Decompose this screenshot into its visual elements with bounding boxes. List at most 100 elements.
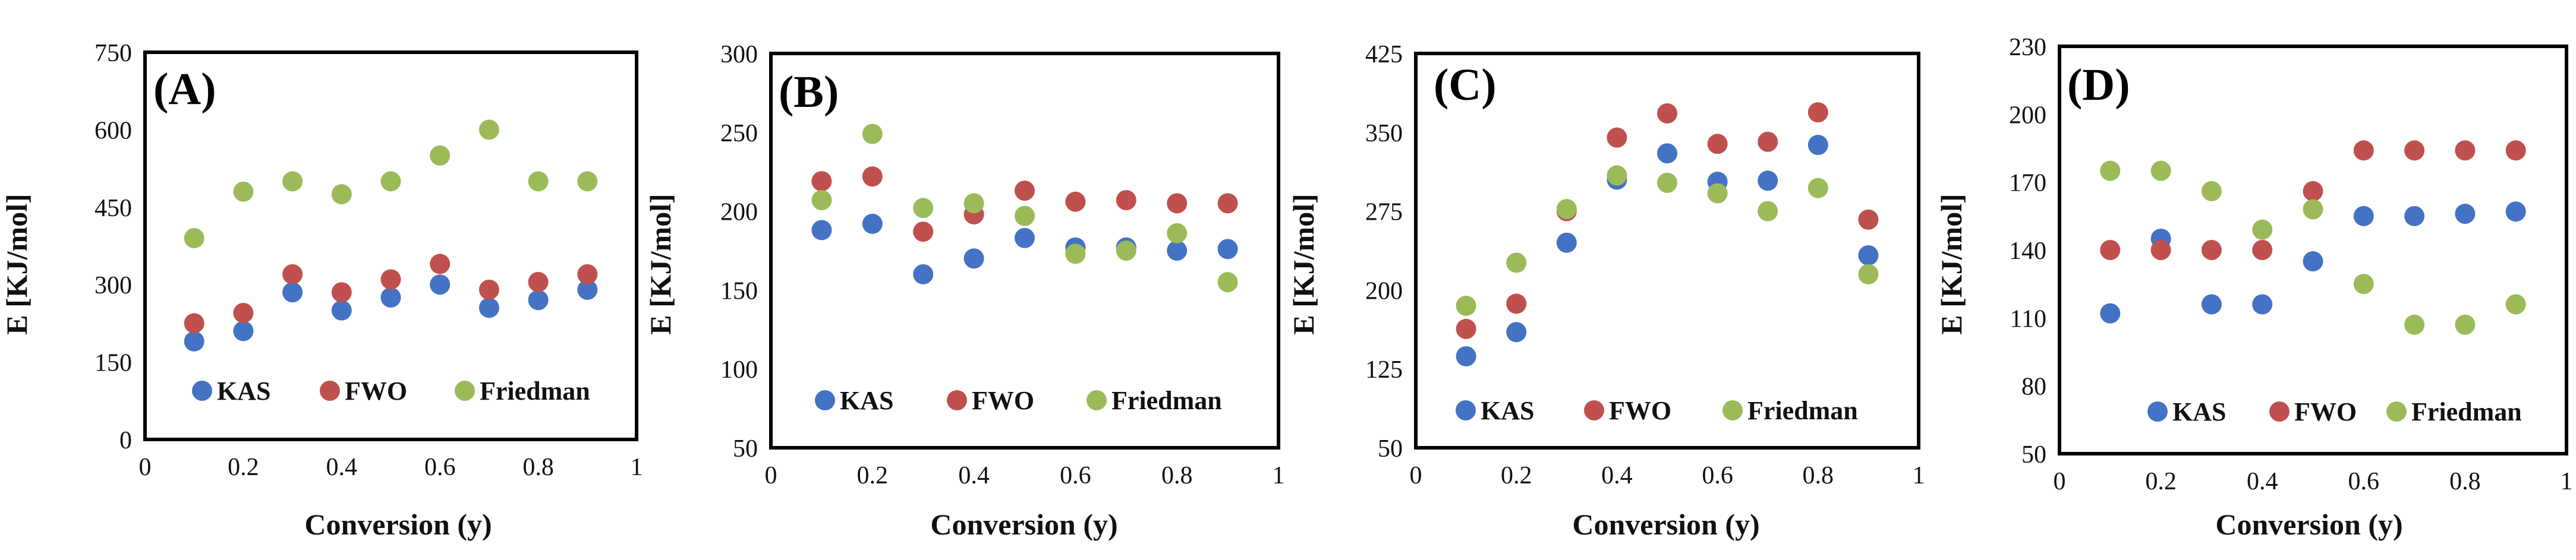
legend-marker-kas (192, 381, 212, 401)
data-point-fwo (2455, 140, 2476, 161)
legend-marker-kas (1456, 400, 1476, 420)
data-point-kas (1556, 232, 1577, 253)
data-point-fwo (430, 254, 451, 274)
y-tick-label: 140 (2009, 238, 2046, 265)
data-point-friedman (2505, 294, 2526, 315)
data-point-friedman (2150, 160, 2171, 181)
legend-marker-friedman (455, 381, 475, 401)
y-tick-label: 750 (95, 40, 132, 67)
legend: KAS FWO Friedman (192, 377, 590, 406)
y-tick-label: 50 (2021, 441, 2046, 469)
data-point-friedman (577, 171, 598, 192)
data-point-kas (478, 298, 499, 318)
y-tick-label: 425 (1365, 41, 1403, 68)
y-tick-label: 150 (720, 277, 758, 305)
data-point-kas (1506, 322, 1527, 343)
data-point-kas (963, 248, 984, 269)
data-point-fwo (1167, 193, 1188, 214)
y-tick-label: 80 (2021, 374, 2046, 401)
data-points (1456, 102, 1879, 366)
y-tick-label: 300 (720, 41, 758, 68)
legend-marker-fwo (1584, 400, 1604, 420)
panel-label: (B) (779, 67, 839, 117)
legend-label-kas: KAS (2172, 397, 2226, 426)
data-point-kas (1217, 239, 1238, 260)
data-point-friedman (1015, 205, 1035, 226)
data-points (2100, 140, 2526, 335)
tick-labels: 0 0.2 0.4 0.6 0.8 1 50 125 200 275 350 425 (1365, 41, 1925, 489)
data-point-friedman (1456, 295, 1476, 316)
data-point-fwo (184, 313, 204, 334)
legend-marker-kas (2147, 401, 2168, 422)
data-point-friedman (1758, 201, 1778, 222)
data-points (811, 124, 1238, 293)
data-point-kas (331, 300, 352, 321)
legend-label-friedman: Friedman (1747, 396, 1858, 425)
y-tick-label: 230 (2009, 34, 2046, 61)
data-point-fwo (2505, 140, 2526, 161)
data-point-kas (2100, 303, 2121, 324)
data-point-kas (2252, 294, 2273, 315)
legend-label-fwo: FWO (345, 377, 407, 406)
data-point-friedman (184, 227, 204, 248)
x-tick-label: 1 (2561, 468, 2573, 495)
data-point-friedman (913, 198, 934, 219)
data-point-kas (1858, 245, 1879, 265)
data-point-friedman (2353, 274, 2374, 295)
data-point-fwo (2353, 140, 2374, 161)
legend: KAS FWO Friedman (815, 386, 1222, 415)
panel-label: (D) (2067, 60, 2130, 110)
legend-label-friedman: Friedman (480, 377, 590, 406)
legend: KAS FWO Friedman (1456, 396, 1858, 425)
y-tick-label: 200 (720, 199, 758, 226)
data-point-kas (233, 321, 254, 341)
data-point-fwo (913, 222, 934, 242)
data-point-fwo (1065, 191, 1086, 212)
legend-label-kas: KAS (1481, 396, 1534, 425)
legend: KAS FWO Friedman (2147, 397, 2522, 426)
panel-label: (C) (1434, 60, 1497, 110)
x-tick-label: 0 (1410, 462, 1422, 489)
panel-label: (A) (153, 64, 216, 114)
data-point-friedman (2404, 314, 2425, 335)
data-point-kas (2505, 201, 2526, 222)
x-axis-title: Conversion (y) (930, 508, 1117, 541)
legend-label-friedman: Friedman (2411, 397, 2522, 426)
legend-marker-fwo (947, 390, 967, 410)
data-point-kas (2455, 204, 2476, 224)
data-point-friedman (1707, 183, 1728, 204)
x-axis-title: Conversion (y) (304, 508, 492, 541)
data-point-friedman (1506, 252, 1527, 273)
data-point-kas (913, 264, 934, 284)
data-point-friedman (2100, 160, 2121, 181)
data-point-kas (2303, 251, 2323, 272)
legend-marker-friedman (1087, 390, 1107, 410)
y-tick-label: 275 (1365, 199, 1403, 226)
legend-label-fwo: FWO (972, 386, 1034, 415)
y-tick-label: 350 (1365, 120, 1403, 147)
plot-frame (143, 50, 638, 441)
data-point-friedman (963, 193, 984, 214)
data-point-fwo (2100, 240, 2121, 260)
x-tick-label: 0.4 (2247, 468, 2278, 495)
x-axis-title: Conversion (y) (2215, 508, 2402, 541)
data-point-friedman (1607, 165, 1627, 186)
data-point-friedman (1116, 241, 1136, 261)
data-point-fwo (2252, 240, 2273, 260)
x-tick-label: 0.6 (1702, 462, 1733, 489)
data-point-kas (577, 279, 598, 300)
legend-label-fwo: FWO (2294, 397, 2357, 426)
legend-marker-fwo (2269, 401, 2290, 422)
data-point-friedman (233, 181, 254, 202)
x-tick-label: 0.2 (228, 454, 259, 481)
data-points (184, 119, 598, 352)
data-point-fwo (577, 264, 598, 284)
panel-a: E [KJ/mol] Conversion (y) (A) 0 0.2 0.4 0.6… (0, 40, 643, 541)
data-point-kas (1758, 170, 1778, 191)
y-tick-label: 125 (1365, 356, 1403, 384)
panel-b: E [KJ/mol] Conversion (y) (B) 0 0.2 0.4 0.6… (644, 41, 1285, 541)
x-tick-label: 0.8 (1803, 462, 1834, 489)
data-point-fwo (1015, 181, 1035, 201)
data-point-fwo (380, 269, 401, 290)
x-tick-label: 0.8 (2449, 468, 2481, 495)
